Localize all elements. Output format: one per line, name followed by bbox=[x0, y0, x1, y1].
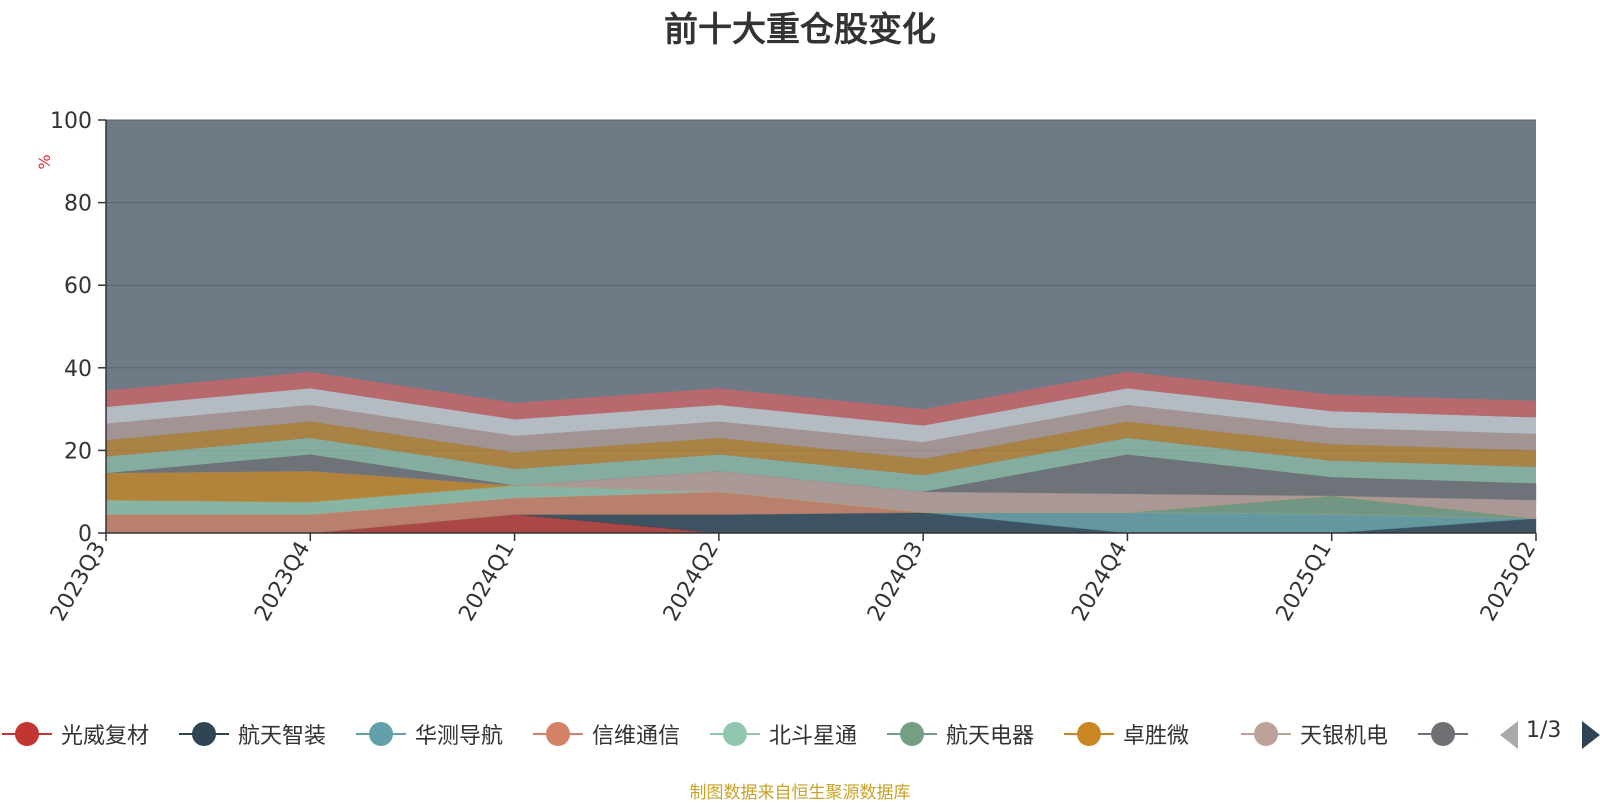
other-holdings-bands bbox=[106, 371, 1536, 492]
x-tick-label: 2024Q3 bbox=[863, 538, 928, 626]
legend-item[interactable]: 天银机电 bbox=[1241, 712, 1388, 756]
legend-item[interactable]: 航天电器 bbox=[887, 712, 1034, 756]
x-axis-ticks: 2023Q3 2023Q4 2024Q1 2024Q2 2024Q3 2024Q4 2025… bbox=[46, 533, 1541, 626]
legend-marker-icon bbox=[710, 721, 760, 747]
legend-next-page-icon[interactable] bbox=[1582, 721, 1600, 749]
other-band bbox=[106, 405, 1536, 459]
legend-marker-icon bbox=[887, 721, 937, 747]
chart-title: 前十大重仓股变化 bbox=[664, 10, 936, 50]
legend-item[interactable]: 信维通信 bbox=[533, 712, 680, 756]
legend-label: 卓胜微 bbox=[1123, 724, 1190, 749]
source-note: 制图数据来自恒生聚源数据库 bbox=[689, 783, 911, 803]
legend-item[interactable]: 卓胜微 bbox=[1064, 712, 1189, 756]
x-tick-label: 2024Q2 bbox=[659, 538, 724, 626]
legend-marker-icon bbox=[356, 721, 406, 747]
x-tick-label: 2025Q1 bbox=[1272, 538, 1337, 626]
other-band bbox=[106, 388, 1536, 443]
legend-items: 光威复材 航天智装 华测导航 信维通信 北斗星通 航天电器 卓胜微 天银机电 盟升电子 bbox=[0, 712, 1478, 756]
legend-item[interactable]: 北斗星通 bbox=[710, 712, 857, 756]
legend: 光威复材 航天智装 华测导航 信维通信 北斗星通 航天电器 卓胜微 天银机电 盟升电子 1/3 bbox=[0, 712, 1600, 756]
legend-marker-icon bbox=[1418, 721, 1468, 747]
legend-item[interactable]: 华测导航 bbox=[356, 712, 503, 756]
legend-marker-icon bbox=[533, 721, 583, 747]
x-tick-label: 2025Q2 bbox=[1476, 538, 1541, 626]
y-tick-label: 40 bbox=[64, 357, 92, 382]
y-tick-label: 60 bbox=[64, 274, 92, 299]
legend-label: 华测导航 bbox=[415, 724, 504, 749]
legend-marker-icon bbox=[1241, 721, 1291, 747]
x-tick-label: 2024Q4 bbox=[1067, 538, 1132, 626]
y-axis-ticks: 0 20 40 60 80 100 bbox=[50, 109, 106, 547]
axes bbox=[105, 120, 1536, 534]
y-tick-label: 100 bbox=[50, 109, 92, 134]
y-tick-label: 0 bbox=[78, 522, 92, 547]
x-tick-label: 2023Q3 bbox=[46, 538, 111, 626]
legend-marker-icon bbox=[179, 721, 229, 747]
legend-label: 航天智装 bbox=[238, 724, 327, 749]
legend-page-indicator: 1/3 bbox=[1526, 718, 1562, 743]
y-tick-label: 20 bbox=[64, 439, 92, 464]
x-tick-label: 2023Q4 bbox=[250, 538, 315, 626]
legend-item[interactable]: 航天智装 bbox=[179, 712, 326, 756]
legend-label: 光威复材 bbox=[61, 724, 150, 749]
legend-label: 盟升电子 bbox=[1477, 718, 1478, 750]
y-tick-label: 80 bbox=[64, 192, 92, 217]
other-band bbox=[106, 371, 1536, 426]
legend-prev-page-icon[interactable] bbox=[1500, 721, 1518, 749]
legend-label: 信维通信 bbox=[592, 724, 681, 749]
legend-label: 天银机电 bbox=[1300, 724, 1389, 749]
y-axis-label: % bbox=[35, 154, 54, 169]
legend-pager: 1/3 bbox=[1496, 712, 1600, 756]
legend-label: 北斗星通 bbox=[769, 724, 858, 749]
legend-label: 航天电器 bbox=[946, 724, 1035, 749]
x-tick-label: 2024Q1 bbox=[454, 538, 519, 626]
legend-marker-icon bbox=[1064, 721, 1114, 747]
legend-marker-icon bbox=[2, 721, 52, 747]
legend-item[interactable]: 光威复材 bbox=[2, 712, 149, 756]
legend-item[interactable]: 盟升电子 bbox=[1418, 712, 1478, 756]
